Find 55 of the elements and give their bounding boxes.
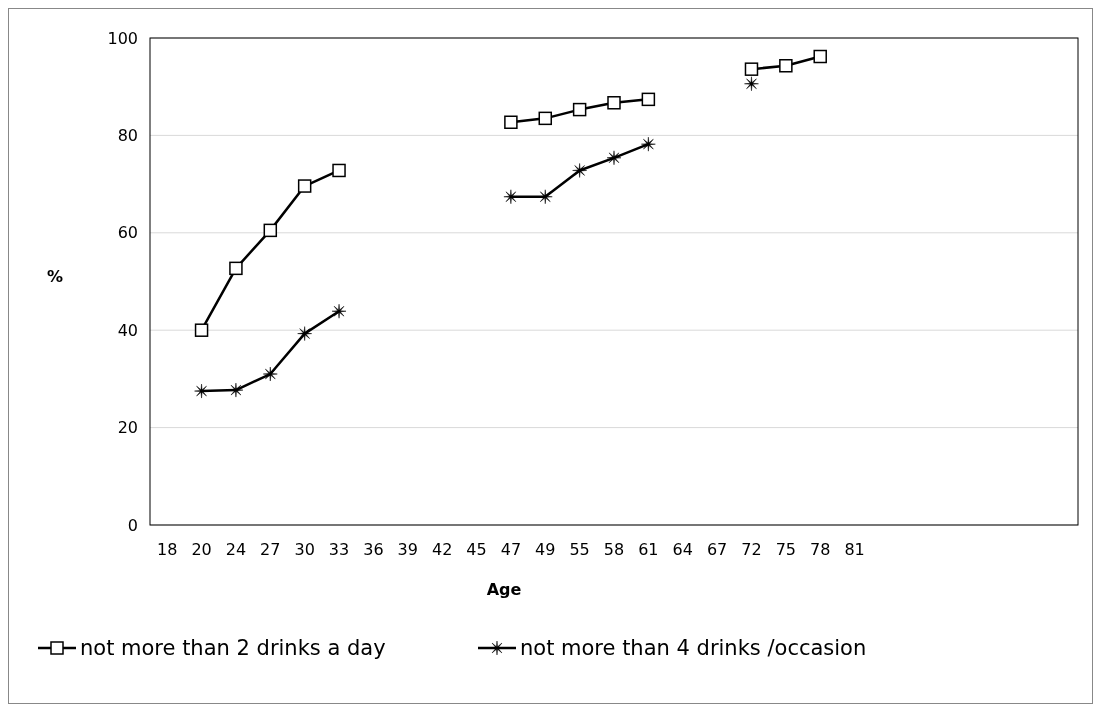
point — [813, 49, 827, 64]
point — [779, 59, 793, 73]
point — [744, 62, 759, 76]
point — [641, 92, 656, 107]
x-tick-label: 18 — [157, 540, 178, 559]
x-tick-label: 78 — [810, 540, 831, 559]
x-tick-label: 49 — [535, 540, 556, 559]
x-axis-title: Age — [486, 580, 522, 599]
x-tick-label: 33 — [328, 540, 350, 559]
y-tick-label: 80 — [117, 126, 138, 145]
x-tick-label: 27 — [260, 540, 281, 559]
point — [538, 189, 553, 205]
x-tick-label: 58 — [603, 540, 625, 559]
y-tick-label: 100 — [107, 28, 138, 48]
point — [504, 115, 518, 129]
point — [263, 366, 278, 382]
point — [194, 323, 209, 337]
x-tick-label: 67 — [706, 540, 728, 559]
point — [297, 179, 312, 193]
x-tick-label: 45 — [466, 540, 487, 559]
x-tick-label: 55 — [569, 540, 590, 559]
x-tick-label: 24 — [225, 540, 247, 559]
x-tick-label: 20 — [191, 540, 212, 559]
x-tick-label: 30 — [294, 540, 315, 559]
x-tick-label: 47 — [500, 540, 522, 559]
point — [503, 189, 519, 205]
x-tick-label: 61 — [638, 540, 659, 559]
point — [229, 261, 243, 276]
y-tick-label: 0 — [127, 515, 138, 535]
point — [607, 96, 621, 110]
point — [744, 76, 759, 92]
point — [572, 102, 587, 117]
x-tick-label: 81 — [844, 540, 865, 559]
x-tick-label: 42 — [431, 540, 453, 559]
legend-label: not more than 2 drinks a day — [80, 636, 386, 661]
y-tick-label: 40 — [117, 320, 138, 340]
point — [641, 136, 656, 152]
x-tick-label: 36 — [363, 540, 384, 559]
x-tick-label: 64 — [672, 540, 693, 559]
point — [263, 223, 278, 238]
point — [228, 382, 244, 398]
y-tick-label: 60 — [117, 223, 138, 243]
point — [331, 303, 347, 319]
point — [297, 326, 312, 341]
point — [538, 111, 553, 126]
y-tick-label: 20 — [117, 418, 138, 438]
x-tick-label: 72 — [741, 540, 762, 559]
point — [572, 163, 587, 178]
y-axis-title: % — [46, 266, 64, 286]
point — [606, 150, 622, 166]
legend-label: not more than 4 drinks /occasion — [520, 636, 867, 661]
point — [332, 163, 346, 178]
x-tick-label: 39 — [397, 540, 418, 559]
point — [194, 383, 209, 399]
x-tick-label: 75 — [775, 540, 797, 559]
